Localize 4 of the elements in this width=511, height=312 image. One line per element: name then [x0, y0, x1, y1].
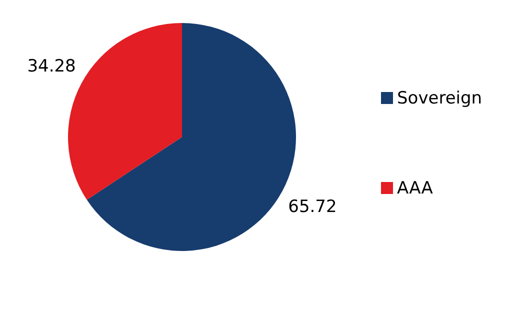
- data-label: 65.72: [288, 196, 337, 217]
- legend-label: AAA: [397, 178, 434, 199]
- legend-label: Sovereign: [397, 88, 482, 109]
- data-label: 34.28: [27, 56, 76, 76]
